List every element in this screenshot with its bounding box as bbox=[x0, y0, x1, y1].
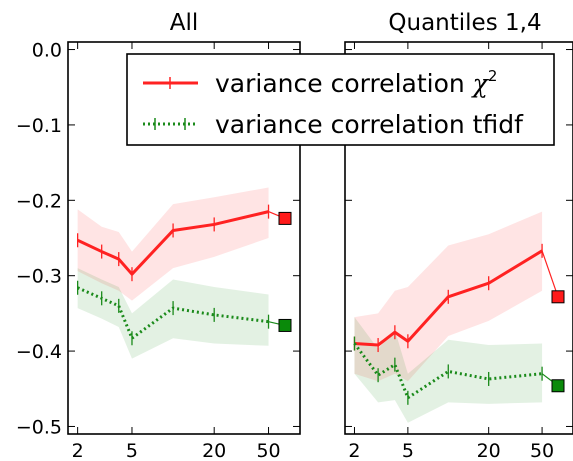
x-tick-label: 5 bbox=[402, 440, 414, 461]
x-tick-label: 50 bbox=[530, 440, 554, 461]
y-tick-label: 0.0 bbox=[32, 40, 62, 62]
y-tick-label: −0.3 bbox=[16, 266, 62, 288]
reference-marker-series-0 bbox=[278, 211, 292, 225]
x-tick-label: 50 bbox=[256, 440, 280, 461]
legend-label-tfidf: variance correlation tfidf bbox=[215, 110, 524, 139]
x-tick-label: 2 bbox=[348, 440, 360, 461]
axes-frame bbox=[344, 41, 573, 435]
legend: variance correlation χ2 variance correla… bbox=[126, 53, 555, 146]
reference-marker-series-0 bbox=[551, 290, 565, 304]
reference-marker-series-1 bbox=[278, 318, 292, 332]
panel-all: 2 5 20 50 0.0 −0.1 −0.2 −0.3 −0.4 −0.5 All bbox=[16, 10, 301, 461]
panel-quantiles-1-4: 2 5 20 50 Quantiles 1,4 bbox=[344, 10, 573, 461]
legend-box bbox=[126, 53, 555, 146]
legend-entry-tfidf: variance correlation tfidf bbox=[143, 110, 524, 139]
legend-label-chi2: variance correlation χ2 bbox=[215, 67, 497, 98]
panel-title: All bbox=[170, 10, 199, 36]
x-tick-label: 2 bbox=[72, 440, 84, 461]
y-tick-label: −0.5 bbox=[16, 416, 62, 438]
panel-title: Quantiles 1,4 bbox=[388, 10, 541, 36]
x-tick-label: 20 bbox=[477, 440, 501, 461]
legend-entry-chi2: variance correlation χ2 bbox=[143, 67, 497, 98]
connector-series-0 bbox=[541, 250, 559, 297]
y-tick-label: −0.4 bbox=[16, 341, 62, 363]
x-tick-label: 20 bbox=[202, 440, 226, 461]
y-tick-label: −0.2 bbox=[16, 190, 62, 212]
axes-frame bbox=[67, 41, 301, 435]
y-tick-label: −0.1 bbox=[16, 115, 62, 137]
band-series-0 bbox=[77, 187, 269, 301]
reference-marker-series-1 bbox=[551, 379, 565, 393]
x-tick-label: 5 bbox=[126, 440, 138, 461]
